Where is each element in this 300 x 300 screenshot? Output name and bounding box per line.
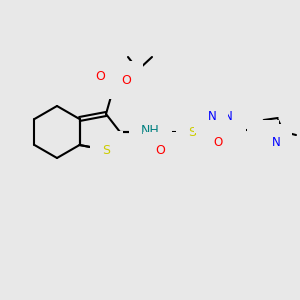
Text: O: O [155,145,165,158]
Text: S: S [102,143,110,157]
Text: N: N [272,136,280,148]
Text: N: N [259,131,267,145]
Text: NH: NH [141,124,160,137]
Text: O: O [121,74,131,86]
Text: O: O [95,70,105,83]
Text: O: O [213,137,223,151]
Text: N: N [226,110,234,124]
Text: S: S [188,125,196,139]
Text: N: N [224,110,232,122]
Text: N: N [208,110,216,122]
Text: N: N [272,136,280,149]
Text: S: S [102,145,110,158]
Text: O: O [213,136,223,149]
Text: N: N [259,133,267,146]
Text: N: N [206,109,214,122]
